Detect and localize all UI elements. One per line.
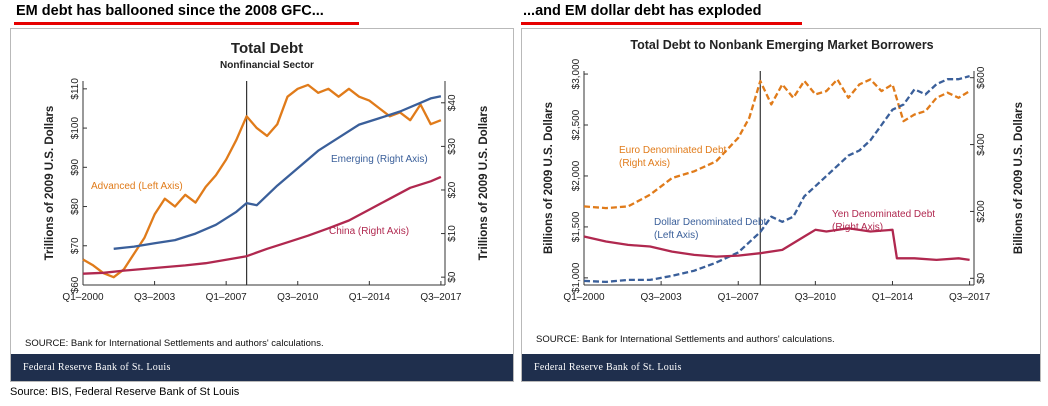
x-axis-tick-label: Q3–2017	[949, 292, 991, 303]
right-headline: ...and EM dollar debt has exploded	[523, 3, 762, 19]
right-fed-footer-bar: Federal Reserve Bank of St. Louis	[522, 354, 1040, 381]
series-label-0: (Right Axis)	[619, 158, 670, 169]
x-axis-tick-label: Q3–2017	[420, 292, 462, 303]
x-axis-tick-label: Q1–2014	[872, 292, 914, 303]
x-axis-tick-label: Q1–2007	[206, 292, 248, 303]
right-chart-panel: Total Debt to Nonbank Emerging Market Bo…	[521, 28, 1041, 382]
left-chart-source: SOURCE: Bank for International Settlemen…	[25, 338, 324, 349]
series-line-1	[113, 95, 442, 250]
left-axis-title: Billions of 2009 U.S. Dollars	[543, 102, 555, 254]
left-axis-tick-label: $2,500	[571, 109, 582, 140]
series-label-1: (Left Axis)	[654, 230, 698, 241]
x-axis-tick-label: Q1–2014	[349, 292, 391, 303]
x-axis-tick-label: Q1–2000	[563, 292, 605, 303]
left-axis-title: Trillions of 2009 U.S. Dollars	[44, 106, 56, 261]
left-axis-tick-label: $80	[70, 198, 81, 215]
left-axis-tick-label: $1,000	[571, 262, 582, 293]
series-label-1: Dollar Denominated Debt	[654, 217, 767, 228]
total-debt-chart: Total Debt Nonfinancial Sector $60 $70 $80 $9…	[44, 40, 490, 303]
series-line-2	[583, 227, 970, 262]
x-axis-tick-label: Q3–2003	[641, 292, 683, 303]
left-axis-tick-label: $2,000	[571, 160, 582, 191]
chart-subtitle: Nonfinancial Sector	[220, 60, 314, 71]
left-axis-tick-label: $70	[70, 237, 81, 254]
left-headline-underline	[14, 22, 359, 25]
left-axis-tick-label: $100	[70, 117, 81, 140]
nonbank-em-debt-chart: Total Debt to Nonbank Emerging Market Bo…	[543, 38, 1025, 303]
left-chart-panel: Total Debt Nonfinancial Sector $60 $70 $80 $9…	[10, 28, 514, 382]
right-axis-tick-label: $0	[447, 271, 458, 283]
chart-title: Total Debt to Nonbank Emerging Market Bo…	[630, 38, 933, 52]
left-fed-footer-bar: Federal Reserve Bank of St. Louis	[11, 354, 513, 381]
right-axis-tick-label: $40	[447, 94, 458, 111]
x-axis-tick-label: Q1–2007	[718, 292, 760, 303]
left-axis-tick-label: $90	[70, 159, 81, 176]
series-label-2: Yen Denominated Debt	[832, 209, 935, 220]
series-label-2: China (Right Axis)	[329, 226, 409, 237]
right-axis-tick-label: $600	[976, 66, 987, 89]
x-axis-tick-label: Q3–2010	[795, 292, 837, 303]
right-axis-tick-label: $20	[447, 181, 458, 198]
series-label-2: (Right Axis)	[832, 222, 883, 233]
right-axis-title: Trillions of 2009 U.S. Dollars	[478, 106, 490, 261]
left-headline: EM debt has ballooned since the 2008 GFC…	[16, 3, 324, 19]
right-axis-tick-label: $30	[447, 138, 458, 155]
x-axis-tick-label: Q1–2000	[62, 292, 104, 303]
left-axis-tick-label: $110	[70, 78, 81, 100]
right-fed-brand: Federal Reserve Bank of St. Louis	[534, 362, 682, 373]
series-label-0: Euro Denominated Debt	[619, 145, 727, 156]
x-axis-tick-label: Q3–2010	[277, 292, 319, 303]
right-headline-underline	[521, 22, 802, 25]
right-axis-tick-label: $10	[447, 225, 458, 242]
series-label-1: Emerging (Right Axis)	[331, 154, 428, 165]
right-axis-tick-label: $200	[976, 200, 987, 223]
series-label-0: Advanced (Left Axis)	[91, 181, 183, 192]
series-line-0	[82, 83, 442, 279]
right-axis-title: Billions of 2009 U.S. Dollars	[1013, 102, 1025, 254]
footer-source: Source: BIS, Federal Reserve Bank of St …	[10, 386, 240, 398]
right-axis-tick-label: $0	[976, 272, 987, 284]
left-fed-brand: Federal Reserve Bank of St. Louis	[23, 362, 171, 373]
series-line-2	[82, 175, 442, 275]
series-line-1	[583, 74, 970, 284]
x-axis-tick-label: Q3–2003	[134, 292, 176, 303]
series-line-0	[583, 78, 971, 210]
right-axis-tick-label: $400	[976, 133, 987, 156]
right-chart-source: SOURCE: Bank for International Settlemen…	[536, 334, 835, 345]
chart-title: Total Debt	[231, 40, 303, 57]
left-axis-tick-label: $1,500	[571, 211, 582, 242]
left-axis-tick-label: $60	[70, 276, 81, 293]
left-axis-tick-label: $3,000	[571, 58, 582, 89]
